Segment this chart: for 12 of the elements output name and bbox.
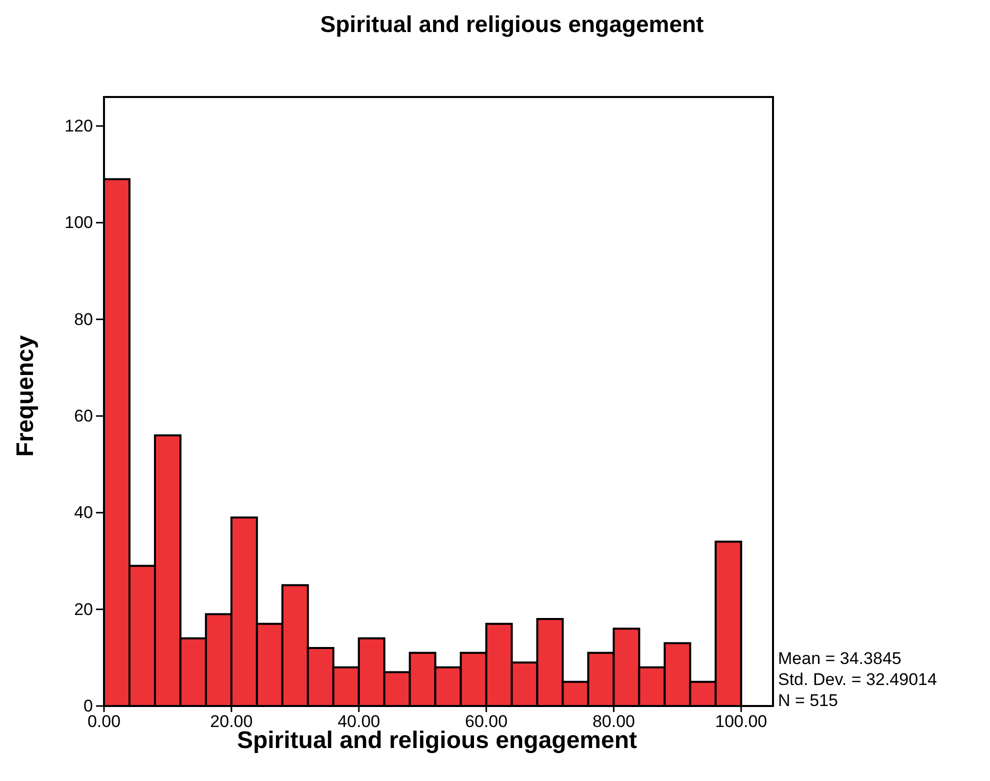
y-tick-label: 60 (74, 406, 93, 426)
chart-title: Spiritual and religious engagement (320, 11, 704, 37)
x-tick-label: 100.00 (715, 712, 768, 732)
y-tick-label: 40 (74, 503, 93, 522)
text: N = 515 (778, 691, 838, 710)
y-tick-label: 120 (64, 116, 93, 136)
y-tick-label: 20 (74, 600, 93, 619)
text: Mean = 34.3845 (778, 649, 902, 668)
y-axis-title: Frequency (12, 334, 39, 457)
y-tick-label: 80 (74, 310, 93, 329)
text: Std. Dev. = 32.49014 (778, 670, 937, 689)
y-tick-label: 100 (64, 213, 93, 232)
